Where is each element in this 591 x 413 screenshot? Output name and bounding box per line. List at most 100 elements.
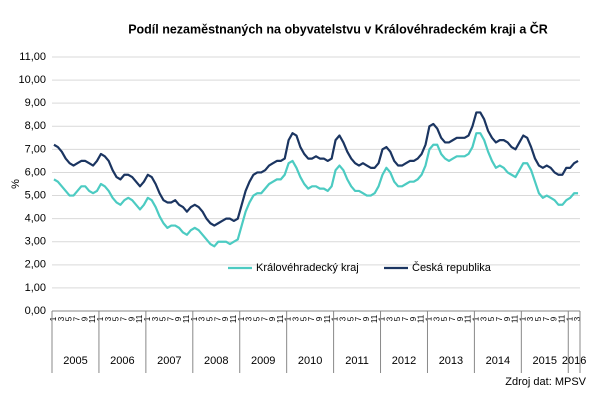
x-tick-label: 1 xyxy=(237,316,246,321)
x-tick-label: 11 xyxy=(276,314,285,323)
year-label: 2007 xyxy=(157,355,181,367)
y-tick-label: 10,00 xyxy=(18,74,46,86)
x-tick-label: 9 xyxy=(362,316,371,321)
x-tick-label: 3 xyxy=(151,316,160,321)
x-tick-label: 3 xyxy=(526,316,535,321)
x-tick-label: 11 xyxy=(558,314,567,323)
x-tick-label: 3 xyxy=(198,316,207,321)
x-tick-label: 9 xyxy=(174,316,183,321)
x-tick-label: 1 xyxy=(284,316,293,321)
x-tick-label: 7 xyxy=(166,316,175,321)
x-tick-label: 7 xyxy=(73,316,82,321)
series-line xyxy=(53,111,579,227)
x-tick-label: 5 xyxy=(112,316,121,321)
x-tick-label: 11 xyxy=(88,314,97,323)
x-tick-label: 1 xyxy=(518,316,527,321)
chart-title: Podíl nezaměstnaných na obyvatelstvu v K… xyxy=(128,21,548,36)
x-tick-label: 9 xyxy=(409,316,418,321)
x-tick-label: 5 xyxy=(487,316,496,321)
x-tick-label: 1 xyxy=(331,316,340,321)
year-label: 2011 xyxy=(345,355,369,367)
x-tick-label: 11 xyxy=(135,314,144,323)
x-tick-label: 7 xyxy=(119,316,128,321)
x-tick-label: 1 xyxy=(190,316,199,321)
y-axis-label: % xyxy=(10,179,22,189)
x-tick-label: 9 xyxy=(503,316,512,321)
x-tick-label: 5 xyxy=(252,316,261,321)
y-tick-label: 5,00 xyxy=(25,189,46,201)
year-label: 2012 xyxy=(392,355,416,367)
x-tick-label: 3 xyxy=(573,316,582,321)
x-tick-label: 1 xyxy=(49,316,58,321)
year-label: 2016 xyxy=(562,355,586,367)
x-tick-label: 11 xyxy=(182,314,191,323)
year-label: 2010 xyxy=(298,355,322,367)
x-tick-label: 9 xyxy=(550,316,559,321)
x-tick-label: 7 xyxy=(448,316,457,321)
legend-label: Královéhradecký kraj xyxy=(256,262,359,274)
x-tick-label: 5 xyxy=(393,316,402,321)
x-tick-label: 5 xyxy=(346,316,355,321)
y-tick-label: 0,00 xyxy=(25,305,46,317)
year-label: 2006 xyxy=(110,355,134,367)
x-tick-label: 5 xyxy=(299,316,308,321)
y-tick-label: 6,00 xyxy=(25,166,46,178)
y-tick-label: 9,00 xyxy=(25,97,46,109)
x-tick-label: 11 xyxy=(464,314,473,323)
x-tick-label: 11 xyxy=(370,314,379,323)
x-tick-label: 3 xyxy=(292,316,301,321)
x-tick-label: 1 xyxy=(378,316,387,321)
series-line xyxy=(53,132,579,248)
x-tick-label: 3 xyxy=(385,316,394,321)
x-tick-label: 7 xyxy=(307,316,316,321)
x-tick-label: 1 xyxy=(471,316,480,321)
x-tick-label: 7 xyxy=(260,316,269,321)
x-tick-label: 9 xyxy=(456,316,465,321)
x-tick-label: 7 xyxy=(542,316,551,321)
x-tick-label: 7 xyxy=(495,316,504,321)
x-tick-label: 11 xyxy=(417,314,426,323)
y-tick-label: 7,00 xyxy=(25,143,46,155)
x-tick-label: 3 xyxy=(338,316,347,321)
source-note: Zdroj dat: MPSV xyxy=(505,376,586,388)
legend-label: Česká republika xyxy=(412,261,492,274)
x-tick-label: 9 xyxy=(80,316,89,321)
x-tick-label: 5 xyxy=(65,316,74,321)
x-tick-label: 1 xyxy=(425,316,434,321)
year-label: 2013 xyxy=(439,355,463,367)
x-tick-label: 7 xyxy=(213,316,222,321)
x-tick-label: 3 xyxy=(104,316,113,321)
x-tick-label: 1 xyxy=(143,316,152,321)
x-tick-label: 5 xyxy=(534,316,543,321)
x-tick-label: 5 xyxy=(440,316,449,321)
x-tick-label: 3 xyxy=(432,316,441,321)
y-tick-label: 3,00 xyxy=(25,236,46,248)
year-label: 2015 xyxy=(533,355,557,367)
y-tick-label: 4,00 xyxy=(25,213,46,225)
x-tick-label: 1 xyxy=(96,316,105,321)
year-label: 2005 xyxy=(63,355,87,367)
x-tick-label: 9 xyxy=(221,316,230,321)
x-tick-label: 9 xyxy=(315,316,324,321)
x-tick-label: 9 xyxy=(268,316,277,321)
x-tick-label: 3 xyxy=(479,316,488,321)
y-tick-label: 8,00 xyxy=(25,120,46,132)
x-tick-label: 5 xyxy=(159,316,168,321)
x-tick-label: 1 xyxy=(565,316,574,321)
y-tick-label: 11,00 xyxy=(19,51,46,63)
x-tick-label: 7 xyxy=(401,316,410,321)
x-tick-label: 3 xyxy=(57,316,66,321)
x-tick-label: 3 xyxy=(245,316,254,321)
year-label: 2009 xyxy=(251,355,275,367)
x-tick-label: 5 xyxy=(206,316,215,321)
year-label: 2014 xyxy=(486,355,510,367)
x-tick-label: 7 xyxy=(354,316,363,321)
x-tick-label: 11 xyxy=(511,314,520,323)
x-tick-label: 11 xyxy=(229,314,238,323)
x-tick-label: 11 xyxy=(323,314,332,323)
x-tick-label: 9 xyxy=(127,316,136,321)
y-tick-label: 2,00 xyxy=(25,259,46,271)
year-label: 2008 xyxy=(204,355,228,367)
y-tick-label: 1,00 xyxy=(25,282,46,294)
